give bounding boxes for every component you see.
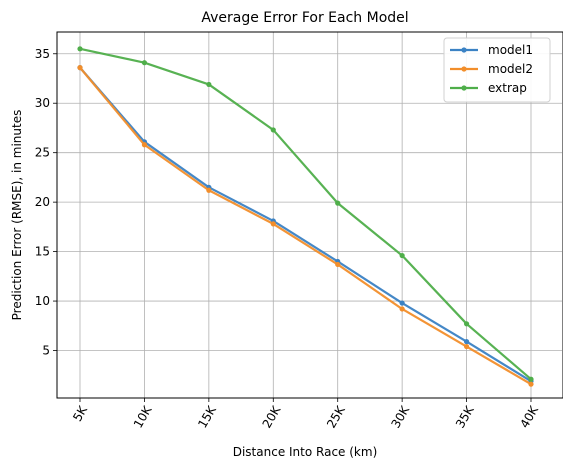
- legend-label: extrap: [488, 81, 527, 95]
- legend-swatch-marker: [461, 47, 467, 53]
- chart-title: Average Error For Each Model: [201, 10, 408, 26]
- legend-item-model2: model2: [450, 62, 533, 76]
- data-point-extrap: [77, 46, 83, 52]
- series-line-model2: [79, 66, 532, 386]
- plot-area-frame: [56, 31, 563, 399]
- data-point-extrap: [528, 376, 534, 382]
- data-point-model2: [528, 381, 534, 387]
- data-point-model2: [463, 343, 470, 350]
- y-tick-label: 10: [35, 294, 50, 308]
- y-tick-label: 15: [35, 245, 50, 259]
- data-point-model2: [399, 306, 405, 312]
- legend-label: model1: [488, 43, 533, 57]
- data-point-model2: [141, 142, 148, 148]
- data-point-model2: [335, 261, 341, 268]
- y-tick-label: 5: [42, 344, 50, 358]
- data-point-extrap: [206, 81, 212, 88]
- legend: model1 model2 extrap: [443, 37, 551, 103]
- x-axis-label: Distance Into Race (km): [233, 445, 378, 459]
- series-extrap: [77, 46, 534, 382]
- series-lines: [77, 46, 534, 387]
- legend-item-extrap: extrap: [450, 81, 527, 95]
- data-point-model1: [463, 339, 470, 345]
- legend-item-model1: model1: [450, 43, 533, 57]
- y-tick-label: 20: [35, 195, 50, 209]
- legend-swatch-marker: [461, 85, 467, 91]
- legend-box: [443, 37, 551, 103]
- data-point-extrap: [270, 127, 276, 133]
- data-point-extrap: [463, 321, 470, 327]
- y-tick-label: 30: [35, 96, 50, 110]
- data-point-extrap: [141, 60, 148, 66]
- y-tick-label: 25: [35, 146, 50, 160]
- data-point-model2: [206, 187, 212, 193]
- y-axis-label: Prediction Error (RMSE), in minutes: [10, 110, 24, 321]
- y-tick-label: 35: [35, 47, 50, 61]
- data-point-model1: [399, 300, 405, 306]
- legend-swatch-marker: [461, 66, 467, 72]
- series-line-extrap: [79, 47, 532, 381]
- series-model2: [77, 65, 534, 387]
- data-point-extrap: [399, 252, 405, 259]
- series-line-model1: [79, 66, 532, 383]
- data-point-extrap: [335, 200, 341, 206]
- data-point-model2: [270, 221, 276, 227]
- data-point-model2: [77, 65, 83, 71]
- legend-label: model2: [488, 62, 533, 76]
